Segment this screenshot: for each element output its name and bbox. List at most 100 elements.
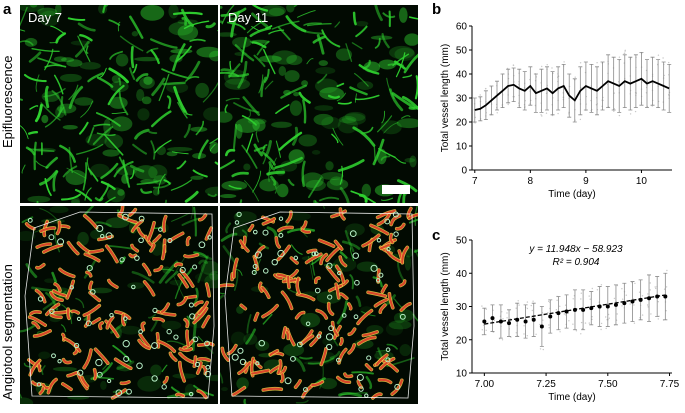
trace-point <box>665 286 668 288</box>
trace-point <box>551 67 553 69</box>
row-label-angiotool: Angiotool segmentation <box>0 264 15 400</box>
trace-point <box>580 333 582 335</box>
data-point <box>523 319 528 324</box>
trace-point <box>548 324 550 326</box>
trace-point <box>523 333 525 335</box>
data-point <box>613 302 618 307</box>
trace-point <box>532 300 534 302</box>
trace-point <box>629 303 631 305</box>
trace-point <box>479 94 481 96</box>
trace-point <box>596 289 599 291</box>
trace-point <box>518 304 520 306</box>
trace-point <box>616 313 618 315</box>
trace-point <box>572 323 574 325</box>
trace-point <box>605 327 607 330</box>
trace-point <box>629 113 632 115</box>
trace-point <box>625 294 627 296</box>
trace-point <box>484 88 487 90</box>
y-tick-label: 30 <box>456 302 468 313</box>
trace-point <box>641 295 644 297</box>
trace-point <box>564 304 567 306</box>
trace-point <box>641 314 644 316</box>
trace-point <box>574 76 576 78</box>
data-point <box>605 304 610 309</box>
trace-point <box>579 118 582 121</box>
trace-point <box>515 332 517 334</box>
day-label-11: Day 11 <box>228 10 269 25</box>
chart-c-linear-fit: 10 20 30 40 50 7.00 7.25 7.50 7.75 Time (day) Tota… <box>440 236 680 404</box>
y-axis-label: Total vessel length (mm) <box>440 44 451 152</box>
trace-point <box>608 317 610 319</box>
fluorescence-texture <box>220 5 418 203</box>
trace-point <box>547 312 549 314</box>
trace-point <box>634 110 637 113</box>
trace-point <box>517 300 519 302</box>
trace-point <box>526 307 529 310</box>
trace-point <box>655 287 657 290</box>
data-point <box>498 319 503 324</box>
trace-point <box>501 339 504 341</box>
trace-point <box>657 318 659 320</box>
trace-point <box>542 348 544 351</box>
trace-point <box>541 115 543 117</box>
y-tick-label: 60 <box>456 22 468 33</box>
x-tick-label: 7.00 <box>475 379 495 390</box>
segmentation-overlay <box>20 206 218 404</box>
trace-point <box>584 322 587 324</box>
trace-point <box>481 329 483 331</box>
trace-point <box>496 112 498 114</box>
trace-point <box>657 301 659 303</box>
trace-point <box>502 318 504 320</box>
trace-point <box>622 298 624 300</box>
trace-point <box>600 284 603 286</box>
trace-point <box>542 319 544 321</box>
x-tick-label: 7.75 <box>660 379 680 390</box>
trace-point <box>633 322 636 324</box>
trace-point <box>556 299 558 301</box>
trace-point <box>588 295 590 297</box>
y-tick-label: 30 <box>456 94 468 105</box>
fit-r-squared: R² = 0.904 <box>553 257 600 268</box>
trace-point <box>493 319 496 321</box>
trace-point <box>559 305 561 307</box>
day-label-7: Day 7 <box>28 10 62 25</box>
trace-point <box>548 327 550 329</box>
trace-point <box>557 112 559 115</box>
y-tick-label: 50 <box>456 46 468 57</box>
trace-point <box>607 313 610 316</box>
trace-point <box>621 305 623 307</box>
fit-equation: y = 11.948x − 58.923 <box>528 244 623 255</box>
trace-point <box>618 56 621 58</box>
trace-point <box>624 49 626 51</box>
trace-point <box>568 320 570 322</box>
data-point <box>539 324 544 329</box>
trace-point <box>579 62 582 64</box>
trace-point <box>596 62 598 64</box>
x-tick-label: 9 <box>583 176 589 187</box>
trace-point <box>650 313 652 315</box>
data-point <box>548 314 553 319</box>
mean-line <box>474 77 670 111</box>
trace-point <box>623 52 625 55</box>
trace-point <box>507 103 509 106</box>
panel-a-letter: a <box>3 1 12 18</box>
trace-point <box>589 298 591 300</box>
scale-bar <box>382 185 410 194</box>
trace-point <box>564 314 567 316</box>
y-tick-label: 20 <box>456 335 468 346</box>
trace-point <box>647 293 649 295</box>
trace-point <box>649 282 651 284</box>
trace-point <box>649 289 651 291</box>
data-point <box>490 316 495 321</box>
trace-point <box>559 331 561 333</box>
trace-point <box>541 65 543 68</box>
data-point <box>531 317 536 322</box>
x-tick-label: 10 <box>636 176 648 187</box>
trace-point <box>526 335 528 337</box>
data-point <box>507 321 512 326</box>
trace-point <box>572 298 574 300</box>
x-axis-label: Time (day) <box>548 392 595 403</box>
trace-point <box>506 317 508 319</box>
image-day11-segmentation <box>220 206 418 404</box>
y-tick-label: 20 <box>456 118 468 129</box>
